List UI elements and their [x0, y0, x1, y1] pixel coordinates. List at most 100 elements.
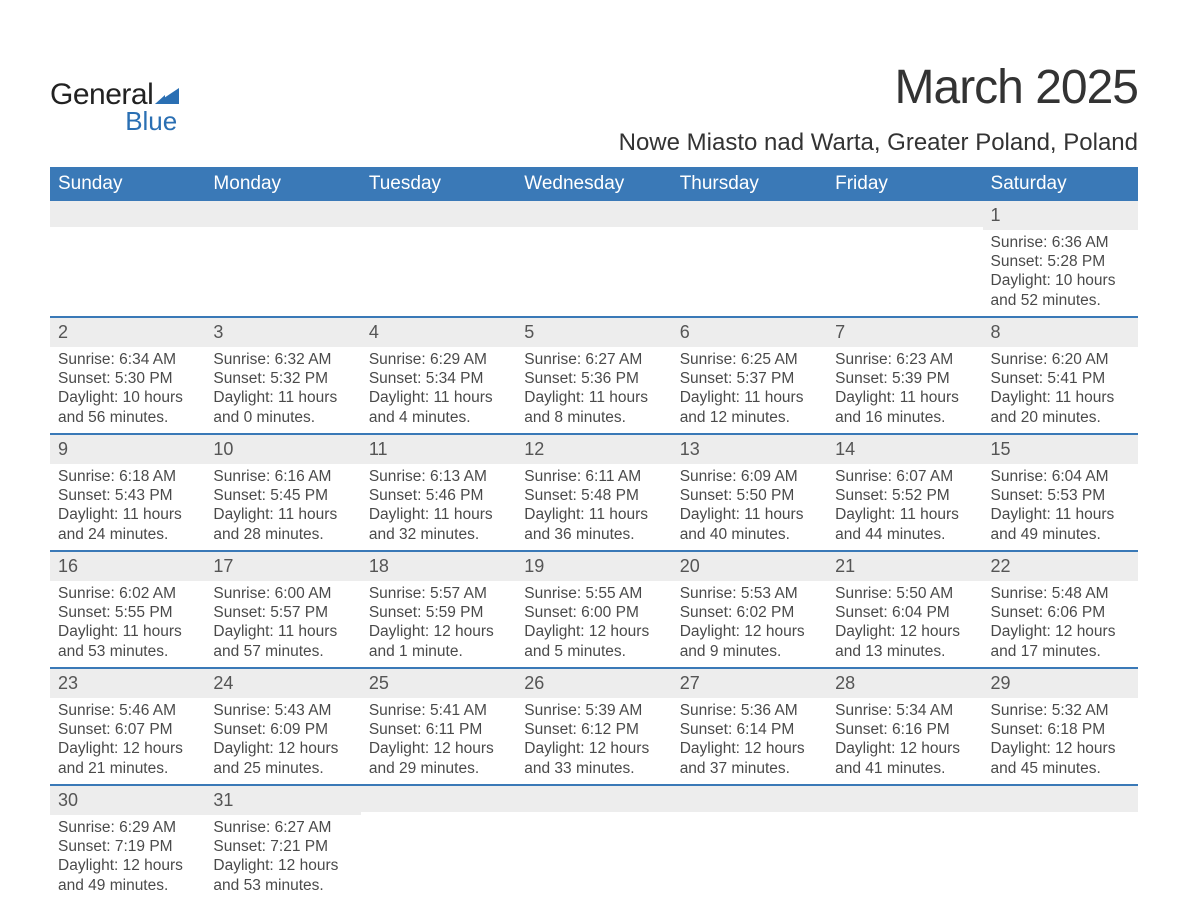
- cell-dl1: Daylight: 12 hours: [58, 856, 197, 875]
- cell-sunrise: Sunrise: 6:20 AM: [991, 350, 1130, 369]
- cell-dl2: and 56 minutes.: [58, 408, 197, 427]
- day-number: 28: [827, 669, 982, 698]
- cell-sunrise: Sunrise: 5:57 AM: [369, 584, 508, 603]
- cell-dl2: and 44 minutes.: [835, 525, 974, 544]
- empty-day-slot: [983, 786, 1138, 812]
- day-number: 18: [361, 552, 516, 581]
- cell-sunset: Sunset: 5:50 PM: [680, 486, 819, 505]
- weekday-header: Monday: [205, 167, 360, 201]
- calendar-cell: 13Sunrise: 6:09 AMSunset: 5:50 PMDayligh…: [672, 434, 827, 551]
- cell-sunrise: Sunrise: 5:46 AM: [58, 701, 197, 720]
- cell-dl2: and 0 minutes.: [213, 408, 352, 427]
- calendar-cell: [827, 201, 982, 317]
- calendar-cell: 27Sunrise: 5:36 AMSunset: 6:14 PMDayligh…: [672, 668, 827, 785]
- cell-dl1: Daylight: 12 hours: [369, 622, 508, 641]
- cell-sunrise: Sunrise: 6:32 AM: [213, 350, 352, 369]
- cell-sunrise: Sunrise: 6:25 AM: [680, 350, 819, 369]
- cell-sunrise: Sunrise: 6:02 AM: [58, 584, 197, 603]
- cell-dl2: and 33 minutes.: [524, 759, 663, 778]
- day-number: 9: [50, 435, 205, 464]
- cell-dl1: Daylight: 12 hours: [680, 622, 819, 641]
- calendar-cell: 9Sunrise: 6:18 AMSunset: 5:43 PMDaylight…: [50, 434, 205, 551]
- cell-sunset: Sunset: 5:46 PM: [369, 486, 508, 505]
- empty-day-slot: [516, 786, 671, 812]
- calendar-week-row: 16Sunrise: 6:02 AMSunset: 5:55 PMDayligh…: [50, 551, 1138, 668]
- cell-dl1: Daylight: 12 hours: [835, 622, 974, 641]
- cell-sunset: Sunset: 6:07 PM: [58, 720, 197, 739]
- calendar-cell: 30Sunrise: 6:29 AMSunset: 7:19 PMDayligh…: [50, 785, 205, 901]
- empty-day-slot: [361, 201, 516, 227]
- cell-dl1: Daylight: 11 hours: [58, 622, 197, 641]
- cell-dl2: and 49 minutes.: [991, 525, 1130, 544]
- day-number: 26: [516, 669, 671, 698]
- weekday-header: Saturday: [983, 167, 1138, 201]
- cell-sunset: Sunset: 5:32 PM: [213, 369, 352, 388]
- calendar-table: Sunday Monday Tuesday Wednesday Thursday…: [50, 167, 1138, 901]
- cell-dl2: and 13 minutes.: [835, 642, 974, 661]
- cell-dl2: and 5 minutes.: [524, 642, 663, 661]
- calendar-cell: [516, 785, 671, 901]
- calendar-cell: 24Sunrise: 5:43 AMSunset: 6:09 PMDayligh…: [205, 668, 360, 785]
- day-number: 19: [516, 552, 671, 581]
- cell-sunset: Sunset: 5:28 PM: [991, 252, 1130, 271]
- cell-dl1: Daylight: 11 hours: [369, 505, 508, 524]
- cell-sunset: Sunset: 5:43 PM: [58, 486, 197, 505]
- calendar-cell: 26Sunrise: 5:39 AMSunset: 6:12 PMDayligh…: [516, 668, 671, 785]
- cell-sunset: Sunset: 5:37 PM: [680, 369, 819, 388]
- calendar-cell: 31Sunrise: 6:27 AMSunset: 7:21 PMDayligh…: [205, 785, 360, 901]
- cell-dl1: Daylight: 11 hours: [524, 505, 663, 524]
- cell-sunset: Sunset: 5:55 PM: [58, 603, 197, 622]
- cell-dl2: and 41 minutes.: [835, 759, 974, 778]
- calendar-week-row: 9Sunrise: 6:18 AMSunset: 5:43 PMDaylight…: [50, 434, 1138, 551]
- day-number: 7: [827, 318, 982, 347]
- cell-sunset: Sunset: 6:00 PM: [524, 603, 663, 622]
- weekday-header: Tuesday: [361, 167, 516, 201]
- cell-dl1: Daylight: 12 hours: [835, 739, 974, 758]
- day-number: 13: [672, 435, 827, 464]
- cell-sunrise: Sunrise: 5:32 AM: [991, 701, 1130, 720]
- cell-sunrise: Sunrise: 5:53 AM: [680, 584, 819, 603]
- cell-sunrise: Sunrise: 6:09 AM: [680, 467, 819, 486]
- cell-dl1: Daylight: 12 hours: [524, 739, 663, 758]
- cell-sunset: Sunset: 5:36 PM: [524, 369, 663, 388]
- cell-sunrise: Sunrise: 6:36 AM: [991, 233, 1130, 252]
- calendar-cell: 8Sunrise: 6:20 AMSunset: 5:41 PMDaylight…: [983, 317, 1138, 434]
- cell-dl1: Daylight: 11 hours: [524, 388, 663, 407]
- cell-dl2: and 25 minutes.: [213, 759, 352, 778]
- cell-dl2: and 52 minutes.: [991, 291, 1130, 310]
- cell-dl2: and 24 minutes.: [58, 525, 197, 544]
- day-number: 6: [672, 318, 827, 347]
- cell-sunrise: Sunrise: 6:27 AM: [524, 350, 663, 369]
- empty-day-slot: [205, 201, 360, 227]
- cell-dl2: and 36 minutes.: [524, 525, 663, 544]
- cell-dl1: Daylight: 11 hours: [835, 388, 974, 407]
- calendar-cell: [361, 785, 516, 901]
- calendar-week-row: 1Sunrise: 6:36 AMSunset: 5:28 PMDaylight…: [50, 201, 1138, 317]
- cell-sunset: Sunset: 6:04 PM: [835, 603, 974, 622]
- calendar-cell: [827, 785, 982, 901]
- cell-dl1: Daylight: 12 hours: [680, 739, 819, 758]
- cell-sunset: Sunset: 5:59 PM: [369, 603, 508, 622]
- day-number: 15: [983, 435, 1138, 464]
- weekday-header: Thursday: [672, 167, 827, 201]
- calendar-cell: 19Sunrise: 5:55 AMSunset: 6:00 PMDayligh…: [516, 551, 671, 668]
- cell-dl2: and 29 minutes.: [369, 759, 508, 778]
- cell-sunrise: Sunrise: 6:27 AM: [213, 818, 352, 837]
- cell-sunset: Sunset: 5:52 PM: [835, 486, 974, 505]
- cell-sunset: Sunset: 6:18 PM: [991, 720, 1130, 739]
- cell-dl1: Daylight: 11 hours: [835, 505, 974, 524]
- cell-sunset: Sunset: 7:21 PM: [213, 837, 352, 856]
- day-number: 17: [205, 552, 360, 581]
- cell-dl2: and 20 minutes.: [991, 408, 1130, 427]
- day-number: 25: [361, 669, 516, 698]
- empty-day-slot: [361, 786, 516, 812]
- calendar-week-row: 2Sunrise: 6:34 AMSunset: 5:30 PMDaylight…: [50, 317, 1138, 434]
- cell-sunrise: Sunrise: 5:55 AM: [524, 584, 663, 603]
- day-number: 27: [672, 669, 827, 698]
- weekday-header: Wednesday: [516, 167, 671, 201]
- cell-sunset: Sunset: 6:12 PM: [524, 720, 663, 739]
- calendar-cell: 1Sunrise: 6:36 AMSunset: 5:28 PMDaylight…: [983, 201, 1138, 317]
- cell-dl2: and 37 minutes.: [680, 759, 819, 778]
- cell-sunset: Sunset: 6:09 PM: [213, 720, 352, 739]
- empty-day-slot: [672, 201, 827, 227]
